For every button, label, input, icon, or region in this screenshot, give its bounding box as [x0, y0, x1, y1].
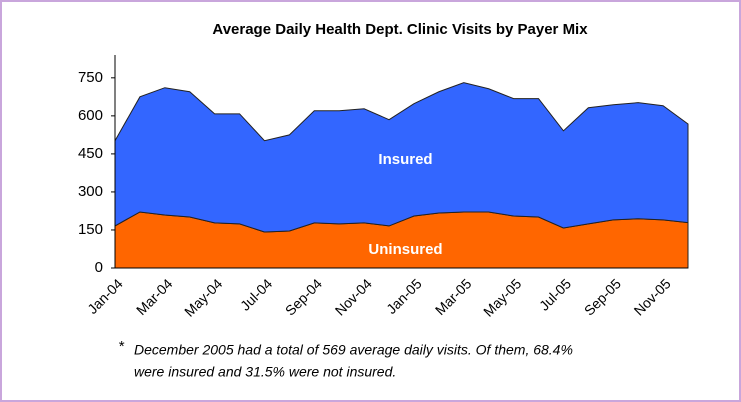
y-tick-label: 300: [78, 183, 103, 200]
y-tick-label: 150: [78, 221, 103, 238]
y-tick-label: 450: [78, 145, 103, 162]
chart-title: Average Daily Health Dept. Clinic Visits…: [212, 21, 588, 38]
series-label: Uninsured: [368, 241, 442, 258]
y-tick-label: 600: [78, 107, 103, 124]
y-tick-label: 0: [95, 259, 103, 276]
footnote: December 2005 had a total of 569 average…: [134, 342, 573, 358]
area: [114, 82, 689, 233]
footnote: were insured and 31.5% were not insured.: [134, 364, 396, 380]
y-tick-label: 750: [78, 69, 103, 86]
footnote-marker: *: [118, 338, 125, 355]
series-label: Insured: [378, 151, 432, 168]
